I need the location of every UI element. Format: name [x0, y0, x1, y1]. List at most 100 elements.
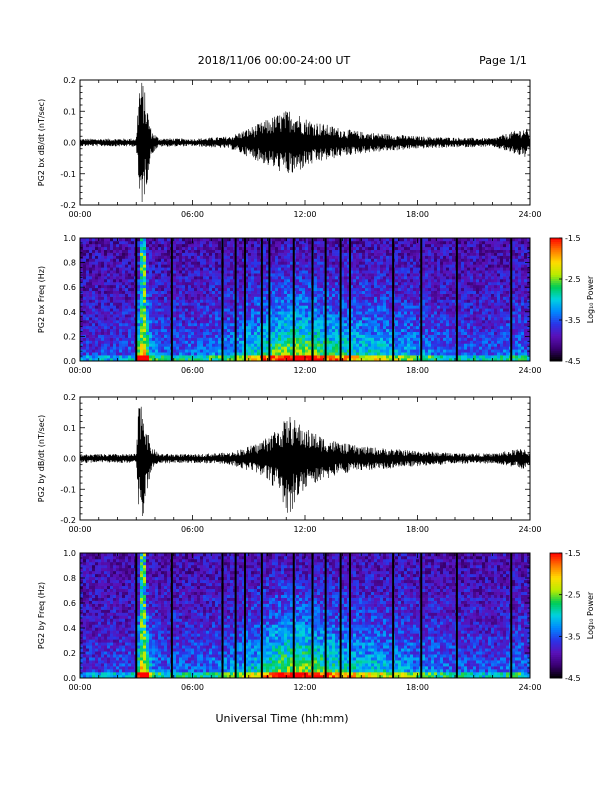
data-gap [260, 238, 263, 361]
colorbar-label: Log₁₀ Power [586, 275, 595, 323]
x-tick-label: 18:00 [406, 525, 429, 534]
colorbar-tick-label: -3.5 [565, 632, 581, 641]
data-gap [135, 238, 138, 361]
y-tick-label: 0.6 [63, 283, 76, 292]
y-tick-label: 0.0 [63, 674, 76, 683]
data-gap [311, 238, 314, 361]
x-tick-label: 24:00 [518, 210, 541, 219]
panels: 0.20.10.0-0.1-0.200:00 06:00 12:00 18:00 24:… [37, 76, 595, 692]
data-gap [420, 553, 423, 678]
data-gap [349, 553, 351, 678]
x-tick-label: 00:00 [68, 683, 91, 692]
y-tick-label: 0.0 [63, 357, 76, 366]
y-axis-label: PG2 bx Freq (Hz) [37, 266, 46, 333]
data-gap [392, 238, 395, 361]
data-gap [420, 238, 423, 361]
x-tick-label: 24:00 [518, 525, 541, 534]
x-tick-label: 06:00 [181, 683, 204, 692]
y-tick-label: 0.0 [63, 139, 76, 148]
y-tick-label: 0.1 [63, 107, 76, 116]
spectrogram-panel-3 [79, 552, 531, 679]
y-tick-label: 0.4 [63, 308, 76, 317]
x-tick-label: 12:00 [293, 366, 316, 375]
data-gap [311, 553, 314, 678]
data-gap [324, 238, 327, 361]
data-gap [170, 238, 173, 361]
data-gap [221, 553, 224, 678]
colorbar-label: Log₁₀ Power [586, 591, 595, 639]
data-gap [244, 238, 246, 361]
data-gap [339, 553, 342, 678]
y-tick-label: 0.2 [63, 76, 76, 85]
page-number: Page 1/1 [479, 54, 527, 67]
data-gap [510, 238, 513, 361]
x-tick-label: 06:00 [181, 366, 204, 375]
colorbar-tick-label: -4.5 [565, 674, 581, 683]
x-tick-label: 00:00 [68, 210, 91, 219]
data-gap [135, 553, 138, 678]
y-tick-label: 1.0 [63, 234, 76, 243]
colorbar-tick-label: -4.5 [565, 357, 581, 366]
data-gap [455, 553, 458, 678]
x-tick-label: 24:00 [518, 366, 541, 375]
y-tick-label: 0.2 [63, 393, 76, 402]
y-tick-label: 0.0 [63, 455, 76, 464]
data-gap [349, 238, 351, 361]
y-tick-label: 0.8 [63, 259, 76, 268]
y-tick-label: 0.2 [63, 649, 76, 658]
y-tick-label: 0.4 [63, 624, 76, 633]
colorbar-frame [549, 552, 563, 679]
x-tick-label: 00:00 [68, 366, 91, 375]
data-gap [268, 238, 271, 361]
colorbar-tick-label: -2.5 [565, 275, 581, 284]
y-tick-label: 0.1 [63, 424, 76, 433]
data-gap [292, 553, 295, 678]
data-gap [244, 553, 246, 678]
series-line [79, 406, 531, 517]
x-tick-label: 12:00 [293, 683, 316, 692]
x-tick-label: 06:00 [181, 525, 204, 534]
colorbar-tick-label: -2.5 [565, 591, 581, 600]
y-tick-label: 0.6 [63, 599, 76, 608]
x-tick-label: 06:00 [181, 210, 204, 219]
dbdt-panel-2 [79, 396, 531, 521]
spectrogram-panel-1 [79, 237, 531, 362]
y-axis-label: PG2 by dB/dt (nT/sec) [37, 415, 46, 502]
y-tick-label: -0.2 [60, 201, 76, 210]
x-tick-label: 12:00 [293, 210, 316, 219]
data-gap [170, 553, 173, 678]
data-gap [221, 238, 224, 361]
chart-title: 2018/11/06 00:00-24:00 UT [198, 54, 351, 67]
y-axis-label: PG2 bx dB/dt (nT/sec) [37, 99, 46, 186]
data-gap [339, 238, 342, 361]
y-tick-label: -0.2 [60, 516, 76, 525]
y-tick-label: 0.8 [63, 574, 76, 583]
colorbar-tick-label: -1.5 [565, 549, 581, 558]
colorbar-frame [549, 237, 563, 362]
y-axis-label: PG2 by Freq (Hz) [37, 582, 46, 649]
y-tick-label: -0.1 [60, 170, 76, 179]
y-tick-label: 0.2 [63, 332, 76, 341]
series-line [79, 82, 531, 202]
x-tick-label: 00:00 [68, 525, 91, 534]
data-gap [455, 238, 458, 361]
x-tick-label: 18:00 [406, 366, 429, 375]
data-gap [234, 553, 237, 678]
colorbar-tick-label: -1.5 [565, 234, 581, 243]
x-axis-label: Universal Time (hh:mm) [216, 712, 349, 725]
data-gap [234, 238, 237, 361]
dbdt-panel-0 [79, 79, 531, 206]
colorbar: -1.5 -2.5 -3.5 -4.5 Log₁₀ Power [549, 234, 595, 366]
data-gap [392, 553, 395, 678]
data-gap [510, 553, 513, 678]
colorbar: -1.5 -2.5 -3.5 -4.5 Log₁₀ Power [549, 549, 595, 683]
data-gap [292, 238, 295, 361]
colorbar-tick-label: -3.5 [565, 316, 581, 325]
y-tick-label: 1.0 [63, 549, 76, 558]
x-tick-label: 24:00 [518, 683, 541, 692]
x-tick-label: 12:00 [293, 525, 316, 534]
data-gap [324, 553, 327, 678]
x-tick-label: 18:00 [406, 210, 429, 219]
y-tick-label: -0.1 [60, 485, 76, 494]
